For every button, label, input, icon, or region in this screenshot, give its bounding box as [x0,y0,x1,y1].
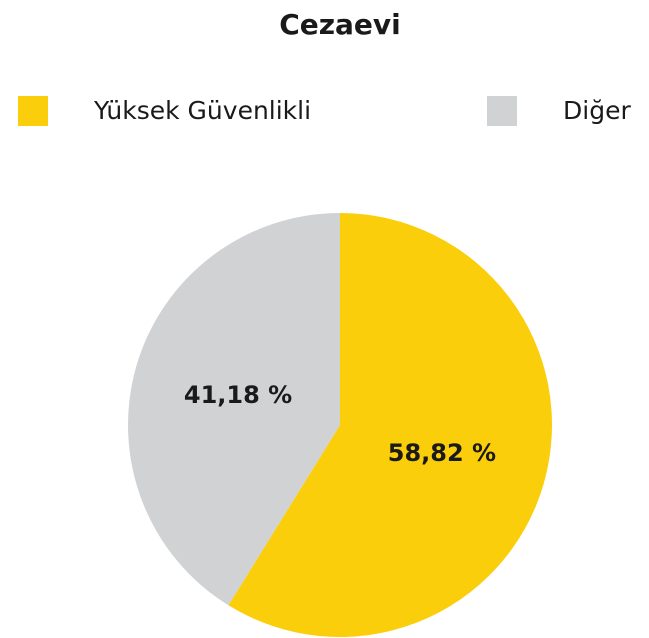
legend-swatch [18,96,48,126]
legend-label: Diğer [563,96,631,125]
chart-title: Cezaevi [279,8,401,41]
value-label: 41,18 % [184,381,292,409]
pie-slice [228,213,553,637]
legend-label: Yüksek Güvenlikli [93,96,311,125]
value-label: 58,82 % [388,439,496,467]
legend-swatch [487,96,517,126]
pie-slice [128,213,340,606]
